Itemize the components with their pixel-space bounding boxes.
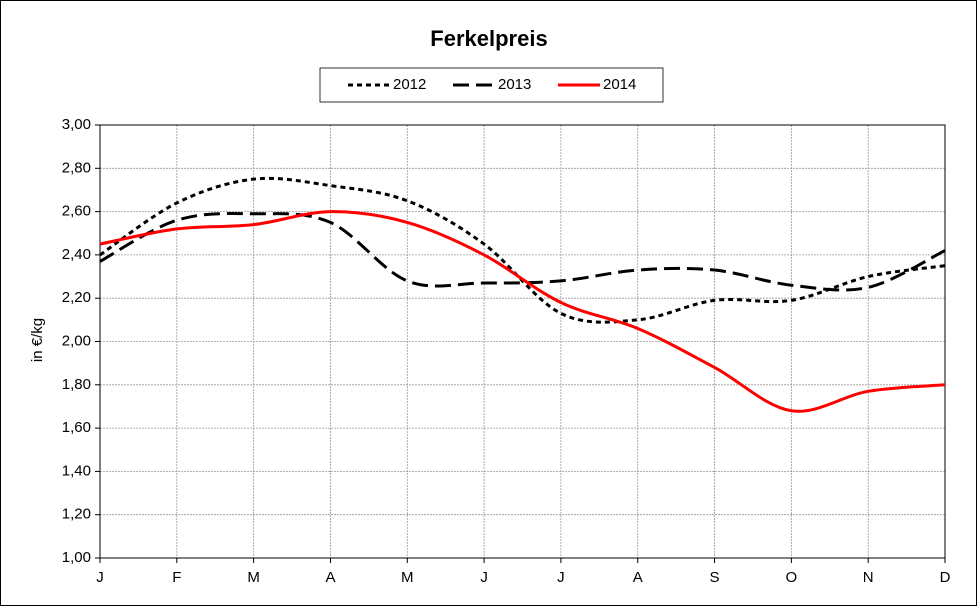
y-tick-label: 2,80	[62, 159, 91, 176]
x-tick-label: O	[786, 569, 798, 586]
x-tick-label: J	[557, 569, 565, 586]
y-tick-label: 1,80	[62, 376, 91, 393]
y-tick-label: 2,20	[62, 289, 91, 306]
y-tick-label: 3,00	[62, 116, 91, 133]
plot-border	[99, 124, 946, 559]
y-tick-label: 1,20	[62, 506, 91, 523]
x-tick-label: F	[172, 569, 181, 586]
y-tick-label: 2,00	[62, 332, 91, 349]
legend-label: 2014	[603, 76, 636, 93]
x-tick-label: J	[480, 569, 488, 586]
x-tick-label: A	[633, 569, 643, 586]
y-tick-label: 2,40	[62, 246, 91, 263]
y-tick-label: 1,60	[62, 419, 91, 436]
x-tick-label: J	[96, 569, 104, 586]
x-tick-label: M	[247, 569, 260, 586]
x-tick-label: M	[401, 569, 414, 586]
x-tick-label: N	[863, 569, 874, 586]
y-tick-label: 1,00	[62, 549, 91, 566]
x-tick-label: D	[940, 569, 951, 586]
y-tick-label: 2,60	[62, 203, 91, 220]
x-tick-label: A	[325, 569, 335, 586]
legend-label: 2012	[393, 76, 426, 93]
legend-label: 2013	[498, 76, 531, 93]
y-tick-label: 1,40	[62, 462, 91, 479]
y-axis-label: in €/kg	[29, 318, 46, 362]
series-line	[99, 212, 946, 292]
plot-area	[100, 125, 945, 558]
chart-title: Ferkelpreis	[430, 26, 547, 51]
series-line	[99, 210, 946, 413]
x-tick-label: S	[710, 569, 720, 586]
